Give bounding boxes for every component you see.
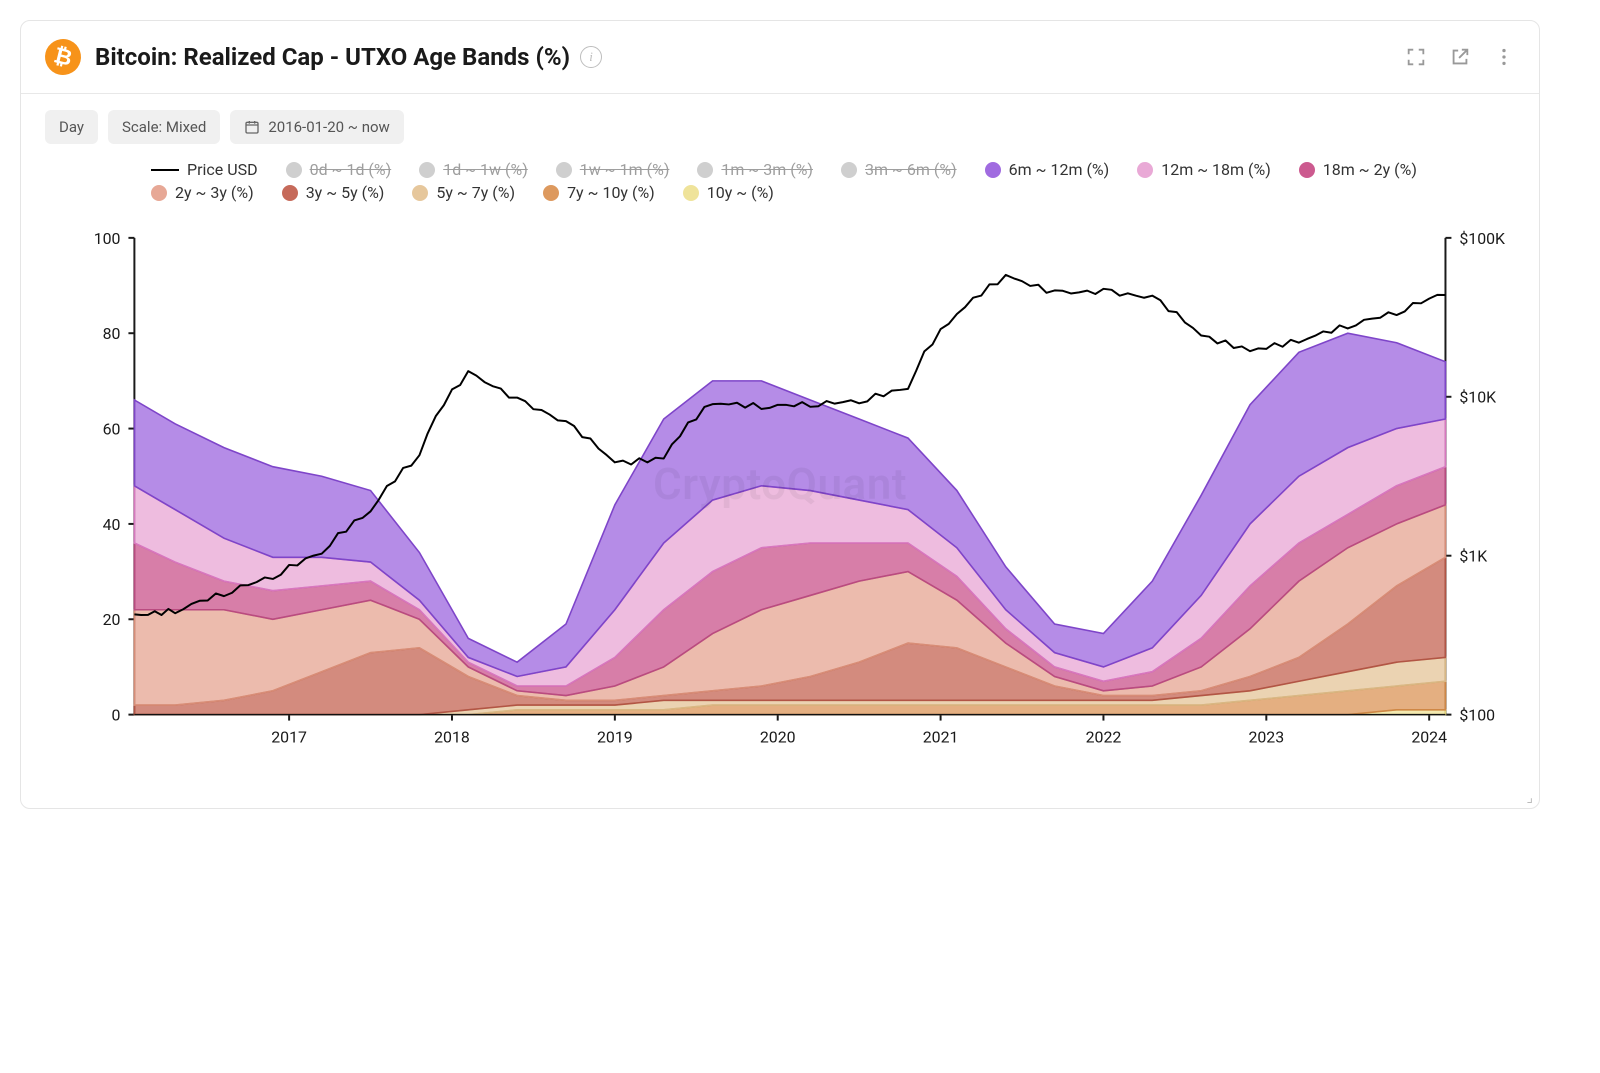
legend-item-disabled[interactable]: 1d ~ 1w (%) [419, 160, 528, 179]
legend-item-b2_3y[interactable]: 2y ~ 3y (%) [151, 183, 254, 202]
x-tick: 2022 [1086, 727, 1122, 746]
legend-item-price[interactable]: Price USD [151, 160, 258, 179]
legend-label: Price USD [187, 160, 258, 179]
x-tick: 2017 [271, 727, 307, 746]
more-icon[interactable] [1493, 46, 1515, 68]
legend: Price USD 0d ~ 1d (%) 1d ~ 1w (%) 1w ~ 1m (… [21, 150, 1539, 208]
legend-label: 18m ~ 2y (%) [1323, 160, 1417, 179]
legend-label: 3y ~ 5y (%) [306, 183, 385, 202]
y-left-tick: 20 [103, 610, 121, 629]
header-actions [1405, 46, 1515, 68]
x-tick: 2021 [923, 727, 959, 746]
bitcoin-icon: ₿ [41, 35, 85, 79]
legend-label: 12m ~ 18m (%) [1161, 160, 1271, 179]
controls-row: Day Scale: Mixed 2016-01-20 ~ now [21, 94, 1539, 150]
calendar-icon [244, 119, 260, 135]
legend-item-disabled[interactable]: 0d ~ 1d (%) [286, 160, 392, 179]
legend-label: 0d ~ 1d (%) [310, 160, 392, 179]
y-left-tick: 40 [103, 515, 121, 534]
y-right-tick: $1K [1459, 547, 1487, 566]
y-right-tick: $10K [1459, 388, 1496, 407]
swatch [282, 185, 298, 201]
legend-item-b18_2y[interactable]: 18m ~ 2y (%) [1299, 160, 1417, 179]
legend-label: 1m ~ 3m (%) [721, 160, 813, 179]
chart-area: CryptoQuant 020406080100$100$1K$10K$100K… [21, 208, 1539, 808]
swatch [151, 185, 167, 201]
legend-item-b12_18[interactable]: 12m ~ 18m (%) [1137, 160, 1271, 179]
resolution-label: Day [59, 118, 84, 136]
legend-label: 1w ~ 1m (%) [580, 160, 670, 179]
legend-item-disabled[interactable]: 1w ~ 1m (%) [556, 160, 670, 179]
resize-handle-icon[interactable]: ⌟ [1526, 790, 1533, 806]
x-tick: 2020 [760, 727, 796, 746]
swatch [419, 162, 435, 178]
swatch [841, 162, 857, 178]
chart-card: ₿ Bitcoin: Realized Cap - UTXO Age Bands… [20, 20, 1540, 809]
x-tick: 2019 [597, 727, 633, 746]
scale-label: Scale: Mixed [122, 118, 206, 136]
swatch [543, 185, 559, 201]
scale-pill[interactable]: Scale: Mixed [108, 110, 220, 144]
chart-title: Bitcoin: Realized Cap - UTXO Age Bands (… [95, 43, 570, 71]
y-right-tick: $100 [1459, 706, 1495, 725]
x-tick: 2023 [1248, 727, 1284, 746]
legend-item-b5_7y[interactable]: 5y ~ 7y (%) [412, 183, 515, 202]
legend-item-b6_12[interactable]: 6m ~ 12m (%) [985, 160, 1110, 179]
legend-label: 10y ~ (%) [707, 183, 774, 202]
legend-label: 1d ~ 1w (%) [443, 160, 528, 179]
legend-item-b10y[interactable]: 10y ~ (%) [683, 183, 774, 202]
y-right-tick: $100K [1459, 229, 1505, 248]
y-left-tick: 0 [112, 706, 121, 725]
y-left-tick: 100 [94, 229, 121, 248]
swatch [412, 185, 428, 201]
x-tick: 2024 [1411, 727, 1447, 746]
legend-label: 2y ~ 3y (%) [175, 183, 254, 202]
line-swatch [151, 169, 179, 171]
daterange-label: 2016-01-20 ~ now [268, 118, 390, 136]
swatch [1137, 162, 1153, 178]
swatch [1299, 162, 1315, 178]
y-left-tick: 60 [103, 420, 121, 439]
legend-label: 6m ~ 12m (%) [1009, 160, 1110, 179]
legend-item-b3_5y[interactable]: 3y ~ 5y (%) [282, 183, 385, 202]
legend-item-disabled[interactable]: 1m ~ 3m (%) [697, 160, 813, 179]
header: ₿ Bitcoin: Realized Cap - UTXO Age Bands… [21, 21, 1539, 94]
info-icon[interactable]: i [580, 46, 602, 68]
swatch [286, 162, 302, 178]
legend-item-b7_10y[interactable]: 7y ~ 10y (%) [543, 183, 655, 202]
external-link-icon[interactable] [1449, 46, 1471, 68]
x-tick: 2018 [434, 727, 470, 746]
legend-item-disabled[interactable]: 3m ~ 6m (%) [841, 160, 957, 179]
resolution-pill[interactable]: Day [45, 110, 98, 144]
swatch [985, 162, 1001, 178]
fullscreen-icon[interactable] [1405, 46, 1427, 68]
legend-label: 5y ~ 7y (%) [436, 183, 515, 202]
chart-svg[interactable]: 0 20 40 60 80 100 $100 $1K $10K $100K 2017 2018 2019… [45, 218, 1515, 794]
swatch [556, 162, 572, 178]
swatch [697, 162, 713, 178]
legend-label: 7y ~ 10y (%) [567, 183, 655, 202]
swatch [683, 185, 699, 201]
y-left-tick: 80 [103, 324, 121, 343]
daterange-pill[interactable]: 2016-01-20 ~ now [230, 110, 404, 144]
legend-label: 3m ~ 6m (%) [865, 160, 957, 179]
